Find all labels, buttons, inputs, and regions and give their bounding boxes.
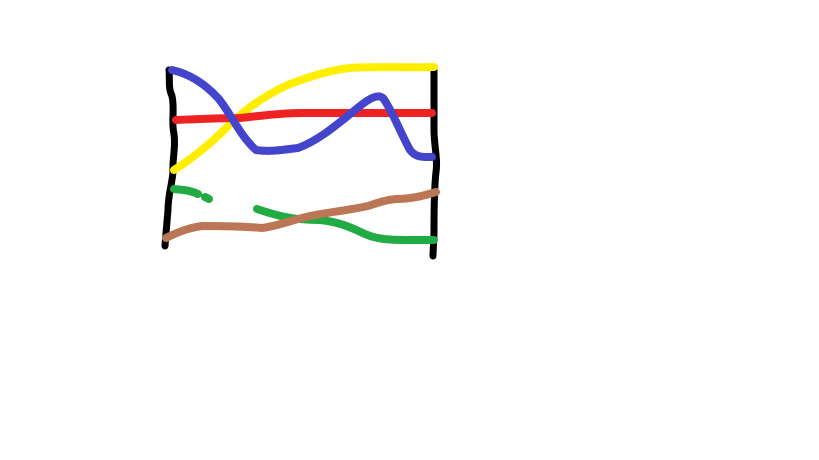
red-line [172,108,436,124]
yellow-line [170,63,438,174]
brown-line [162,188,440,242]
right-axis [429,64,441,260]
left-axis [161,66,179,250]
blue-line [168,66,436,162]
